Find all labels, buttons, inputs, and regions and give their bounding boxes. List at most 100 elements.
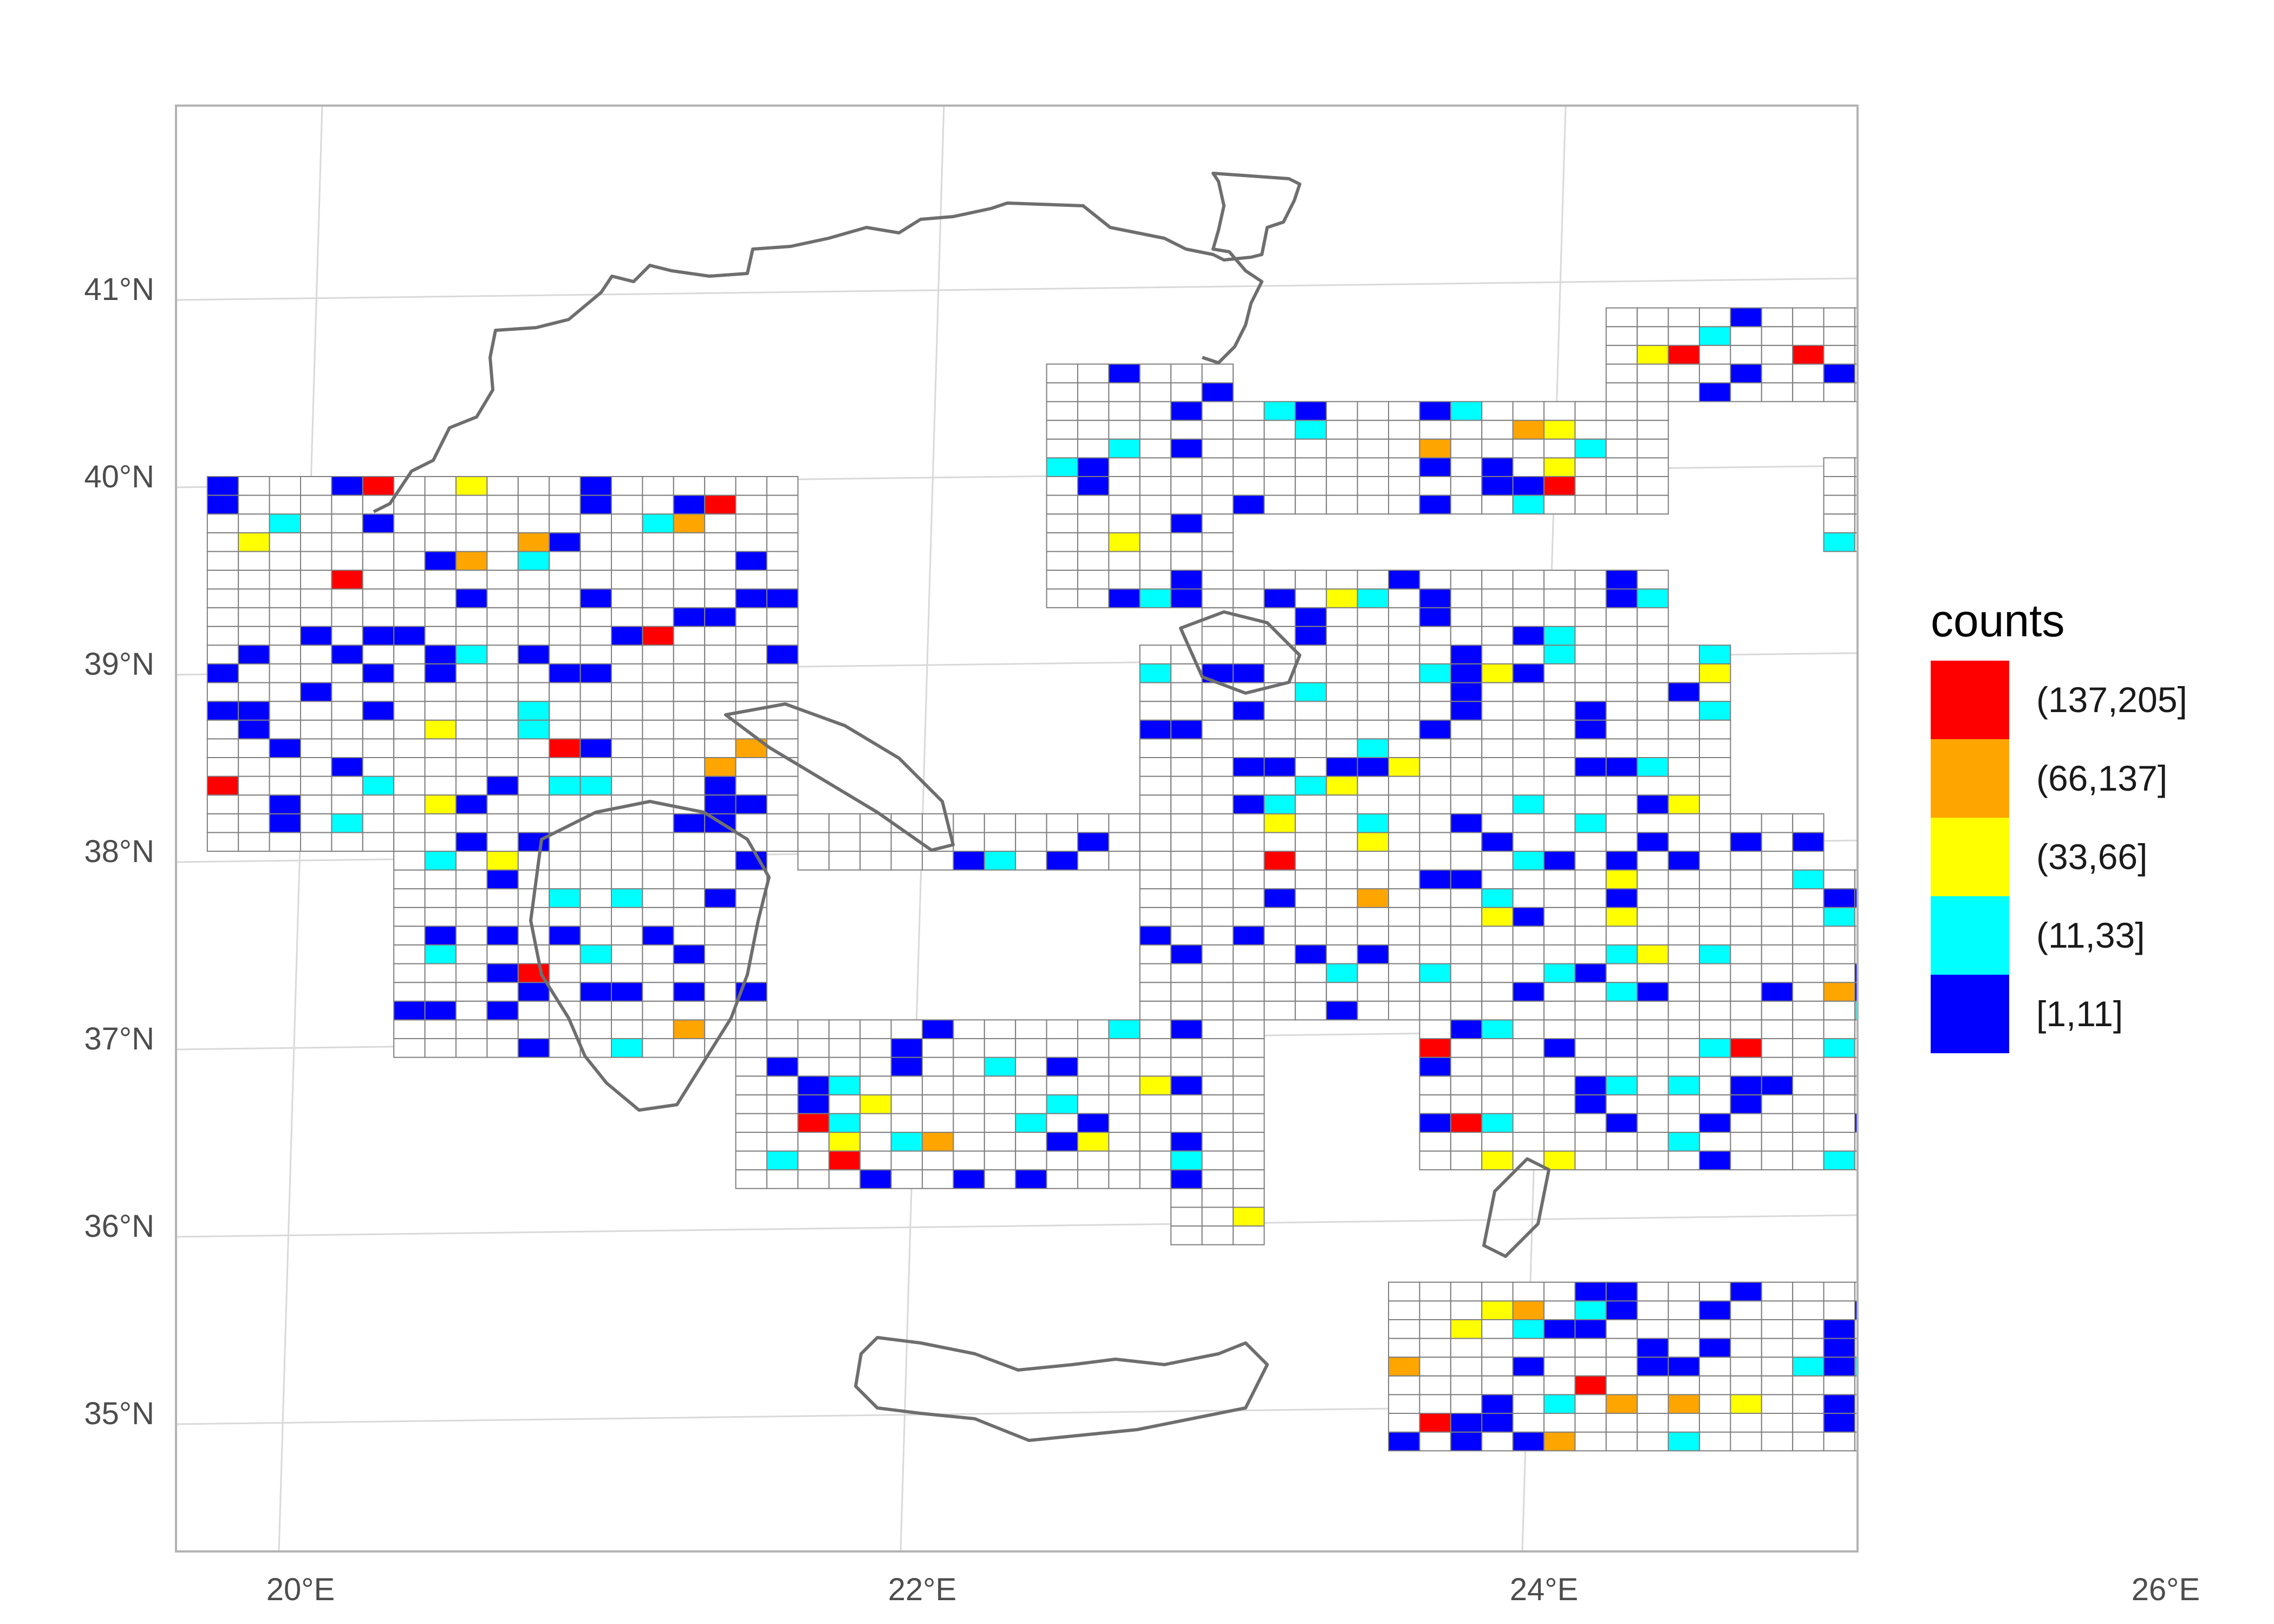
grid-cell bbox=[1263, 832, 1296, 852]
grid-cell bbox=[300, 551, 333, 571]
grid-cell bbox=[1637, 775, 1669, 796]
grid-cell bbox=[1481, 1413, 1514, 1433]
grid-cell bbox=[1823, 1413, 1856, 1433]
grid-cell bbox=[393, 775, 426, 796]
grid-cell bbox=[1792, 307, 1825, 328]
grid-cell bbox=[890, 1019, 923, 1040]
grid-cell bbox=[1605, 1132, 1638, 1152]
grid-cell bbox=[1481, 906, 1514, 927]
grid-cell bbox=[455, 551, 488, 571]
grid-cell bbox=[1263, 869, 1296, 890]
grid-cell bbox=[393, 644, 426, 665]
grid-cell bbox=[1699, 1300, 1731, 1320]
grid-cell bbox=[1233, 701, 1265, 721]
grid-cell bbox=[1792, 1150, 1825, 1171]
grid-cell bbox=[704, 869, 737, 890]
grid-cell bbox=[1170, 1000, 1203, 1021]
grid-cell bbox=[1046, 1038, 1078, 1058]
grid-cell bbox=[1388, 1356, 1421, 1377]
grid-cell bbox=[1450, 663, 1483, 683]
grid-cell bbox=[704, 476, 737, 496]
grid-cell bbox=[300, 738, 333, 759]
grid-cell bbox=[1512, 1431, 1545, 1452]
grid-cell bbox=[1637, 963, 1669, 983]
grid-cell bbox=[828, 1150, 861, 1171]
grid-cell bbox=[1512, 457, 1545, 478]
grid-cell bbox=[1823, 344, 1856, 365]
grid-cell bbox=[1263, 1000, 1296, 1021]
grid-cell bbox=[797, 813, 830, 833]
grid-cell bbox=[1419, 775, 1451, 796]
grid-cell bbox=[1512, 982, 1545, 1002]
grid-cell bbox=[269, 719, 302, 740]
x-tick-label: 22°E bbox=[888, 1572, 956, 1607]
grid-cell bbox=[1637, 1431, 1669, 1452]
grid-cell bbox=[1357, 832, 1390, 852]
grid-cell bbox=[549, 607, 581, 627]
grid-cell bbox=[1263, 644, 1296, 665]
grid-cell bbox=[1046, 513, 1078, 533]
grid-cell bbox=[517, 1019, 550, 1040]
grid-cell bbox=[1139, 832, 1172, 852]
grid-cell bbox=[1450, 701, 1483, 721]
grid-cell bbox=[1543, 1375, 1576, 1395]
grid-cell bbox=[1450, 420, 1483, 440]
grid-cell bbox=[1481, 1038, 1514, 1058]
grid-cell bbox=[424, 644, 457, 665]
grid-cell bbox=[1294, 420, 1327, 440]
grid-cell bbox=[766, 832, 799, 852]
grid-cell bbox=[1543, 794, 1576, 814]
grid-cell bbox=[1667, 363, 1700, 384]
grid-cell bbox=[1139, 794, 1172, 814]
grid-cell bbox=[1450, 906, 1483, 927]
grid-cell bbox=[1481, 869, 1514, 890]
grid-cell bbox=[611, 719, 643, 740]
grid-cell bbox=[1015, 1038, 1047, 1058]
grid-cell bbox=[1263, 701, 1296, 721]
grid-cell bbox=[1294, 1000, 1327, 1021]
grid-cell bbox=[1512, 813, 1545, 833]
grid-cell bbox=[549, 588, 581, 609]
grid-cell bbox=[953, 1113, 985, 1133]
grid-cell bbox=[1015, 1150, 1047, 1171]
grid-cell bbox=[1667, 1356, 1700, 1377]
euboea-coast bbox=[724, 702, 955, 852]
grid-cell bbox=[983, 1169, 1017, 1189]
grid-cell bbox=[1792, 1281, 1825, 1302]
grid-cell bbox=[1667, 682, 1700, 702]
grid-cell bbox=[549, 794, 581, 814]
grid-cell bbox=[1233, 494, 1265, 515]
grid-cell bbox=[1201, 982, 1234, 1002]
grid-cell bbox=[953, 1132, 985, 1152]
y-tick-label: 40°N bbox=[84, 459, 154, 494]
grid-cell bbox=[1792, 1075, 1825, 1095]
grid-cell bbox=[1170, 363, 1203, 384]
grid-cell bbox=[1730, 1132, 1762, 1152]
grid-cell bbox=[1667, 794, 1700, 814]
grid-cell bbox=[1294, 607, 1327, 627]
grid-cell bbox=[735, 757, 767, 777]
grid-cell bbox=[1233, 644, 1265, 665]
grid-cell bbox=[1481, 757, 1514, 777]
grid-cell bbox=[331, 832, 363, 852]
grid-cell bbox=[1015, 851, 1047, 871]
grid-cell bbox=[611, 476, 643, 496]
grid-cell bbox=[735, 513, 767, 533]
grid-cell bbox=[735, 588, 767, 609]
grid-cell bbox=[1263, 420, 1296, 440]
grid-cell bbox=[1450, 494, 1483, 515]
grid-cell bbox=[1574, 888, 1607, 908]
grid-cell bbox=[206, 701, 239, 721]
grid-cell bbox=[1605, 1113, 1638, 1133]
grid-cell bbox=[1388, 457, 1421, 478]
grid-cell bbox=[1574, 813, 1607, 833]
grid-cell bbox=[486, 701, 519, 721]
grid-cell bbox=[1823, 869, 1856, 890]
grid-cell bbox=[1512, 1281, 1545, 1302]
grid-cell bbox=[238, 494, 270, 515]
grid-cell bbox=[642, 757, 674, 777]
grid-cell bbox=[1667, 869, 1700, 890]
grid-cell bbox=[704, 494, 737, 515]
grid-cell bbox=[1667, 1300, 1700, 1320]
legend-swatch bbox=[1931, 661, 2009, 739]
